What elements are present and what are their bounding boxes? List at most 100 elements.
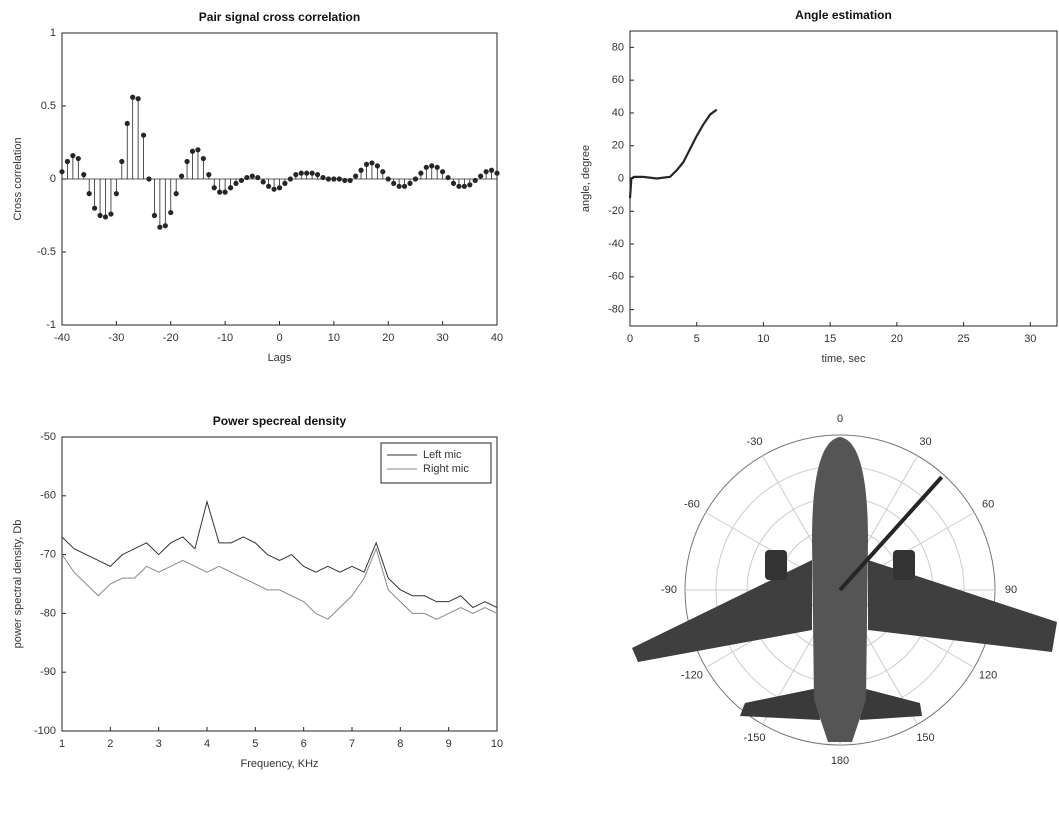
stem-marker <box>494 171 499 176</box>
stem-marker <box>380 169 385 174</box>
x-tick-label: 10 <box>757 333 769 345</box>
stem-marker <box>271 187 276 192</box>
stem-marker <box>261 179 266 184</box>
legend-label: Left mic <box>423 449 462 461</box>
stem-marker <box>119 159 124 164</box>
x-tick-label: 6 <box>301 738 307 750</box>
x-tick-label: -30 <box>108 332 124 344</box>
stem-marker <box>130 95 135 100</box>
x-tick-label: 40 <box>491 332 503 344</box>
plot-area <box>630 31 1057 326</box>
theta-tick-label: 0 <box>837 413 843 425</box>
stem-marker <box>407 181 412 186</box>
theta-tick-label: -30 <box>747 436 763 448</box>
stem-marker <box>179 173 184 178</box>
x-tick-label: 0 <box>276 332 282 344</box>
y-tick-label: -0.5 <box>37 246 56 258</box>
stem-marker <box>445 175 450 180</box>
theta-tick-label: 30 <box>919 436 931 448</box>
x-tick-label: 30 <box>1024 333 1036 345</box>
stem-marker <box>206 172 211 177</box>
stem-marker <box>190 149 195 154</box>
stem-marker <box>174 191 179 196</box>
stem-marker <box>358 168 363 173</box>
theta-tick-label: 120 <box>979 669 997 681</box>
stem-marker <box>348 178 353 183</box>
x-tick-label: 10 <box>328 332 340 344</box>
x-axis-label: Frequency, KHz <box>240 758 318 770</box>
theta-tick-label: 90 <box>1005 584 1017 596</box>
y-tick-label: -20 <box>608 205 624 217</box>
y-tick-label: -80 <box>608 304 624 316</box>
y-tick-label: 0 <box>50 173 56 185</box>
stem-marker <box>146 176 151 181</box>
x-axis-label: Lags <box>268 352 292 364</box>
theta-tick-label: -150 <box>743 732 765 744</box>
x-tick-label: 1 <box>59 738 65 750</box>
y-axis-label: angle, degree <box>580 145 592 212</box>
stem-marker <box>402 184 407 189</box>
stem-marker <box>163 223 168 228</box>
stem-marker <box>282 181 287 186</box>
stem-marker <box>467 182 472 187</box>
stem-marker <box>157 225 162 230</box>
x-tick-label: 10 <box>491 738 503 750</box>
chart-title: Power specreal density <box>213 414 347 428</box>
x-tick-label: 25 <box>957 333 969 345</box>
stem-marker <box>288 176 293 181</box>
x-tick-label: 5 <box>694 333 700 345</box>
stem-marker <box>331 176 336 181</box>
stem-marker <box>152 213 157 218</box>
y-tick-label: -90 <box>40 666 56 678</box>
stem-marker <box>369 160 374 165</box>
stem-marker <box>418 171 423 176</box>
stem-marker <box>108 211 113 216</box>
legend-label: Right mic <box>423 463 469 475</box>
stem-marker <box>413 176 418 181</box>
x-tick-label: 4 <box>204 738 210 750</box>
x-tick-label: 20 <box>891 333 903 345</box>
stem-marker <box>168 210 173 215</box>
theta-tick-label: 180 <box>831 755 849 767</box>
stem-marker <box>184 159 189 164</box>
stem-marker <box>424 165 429 170</box>
stem-marker <box>326 176 331 181</box>
stem-marker <box>76 156 81 161</box>
x-tick-label: 7 <box>349 738 355 750</box>
stem-marker <box>304 171 309 176</box>
theta-tick-label: -120 <box>681 669 703 681</box>
stem-marker <box>223 190 228 195</box>
stem-marker <box>114 191 119 196</box>
stem-marker <box>239 178 244 183</box>
y-axis-label: power spectral density, Db <box>12 520 24 649</box>
figure: 0306090120150180-150-120-90-60-30 -40-30… <box>0 0 1059 819</box>
stem-marker <box>277 185 282 190</box>
stem-marker <box>217 190 222 195</box>
x-tick-label: 30 <box>437 332 449 344</box>
stem-marker <box>451 181 456 186</box>
x-tick-label: 5 <box>252 738 258 750</box>
theta-tick-label: -60 <box>684 498 700 510</box>
stem-marker <box>255 175 260 180</box>
stem-marker <box>315 172 320 177</box>
stem-marker <box>244 175 249 180</box>
y-tick-label: -80 <box>40 607 56 619</box>
y-tick-label: -60 <box>608 271 624 283</box>
theta-tick-label: 60 <box>982 498 994 510</box>
x-tick-label: 3 <box>156 738 162 750</box>
stem-marker <box>429 163 434 168</box>
y-tick-label: -60 <box>40 490 56 502</box>
y-axis-label: Cross correlation <box>12 137 24 220</box>
stem-marker <box>462 184 467 189</box>
y-tick-label: 0.5 <box>41 100 56 112</box>
stem-marker <box>97 213 102 218</box>
stem-marker <box>70 153 75 158</box>
stem-marker <box>195 147 200 152</box>
stem-marker <box>92 206 97 211</box>
stem-marker <box>337 176 342 181</box>
chart-title: Pair signal cross correlation <box>199 10 360 24</box>
stem-marker <box>364 162 369 167</box>
x-tick-label: 2 <box>107 738 113 750</box>
y-tick-label: -50 <box>40 431 56 443</box>
x-tick-label: -10 <box>217 332 233 344</box>
